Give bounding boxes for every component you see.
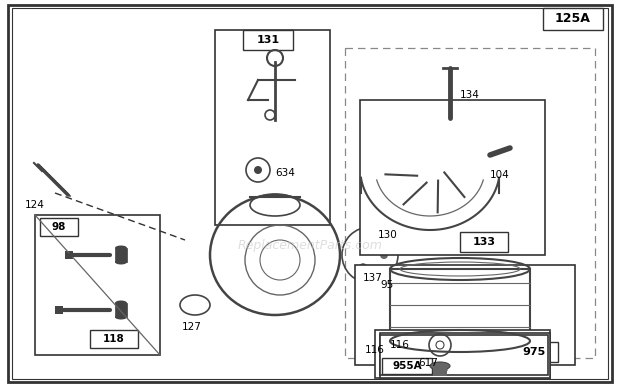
Text: 125A: 125A	[555, 12, 591, 26]
Text: 118: 118	[103, 334, 125, 344]
Bar	[55, 306, 63, 314]
Bar	[355, 265, 575, 365]
Bar	[360, 100, 545, 255]
Bar	[543, 8, 603, 30]
Text: 130: 130	[378, 230, 398, 240]
Text: ReplacementParts.com: ReplacementParts.com	[237, 238, 383, 252]
Circle shape	[254, 166, 262, 174]
Circle shape	[359, 263, 367, 271]
Text: 98: 98	[52, 222, 66, 232]
Bar	[380, 335, 548, 375]
Text: 124: 124	[25, 200, 45, 210]
Ellipse shape	[115, 315, 127, 320]
Text: 617: 617	[418, 358, 438, 368]
Bar	[375, 330, 550, 378]
Text: 127: 127	[182, 322, 202, 332]
Bar	[460, 232, 508, 252]
Bar	[215, 30, 330, 225]
Bar	[65, 251, 73, 259]
Bar	[510, 342, 558, 362]
Bar	[90, 330, 138, 348]
Circle shape	[380, 251, 388, 259]
Bar	[115, 303, 127, 317]
Bar	[433, 366, 447, 376]
Text: 116: 116	[390, 340, 410, 350]
Bar	[35, 215, 160, 355]
Bar	[382, 358, 432, 374]
Ellipse shape	[115, 300, 127, 305]
Circle shape	[367, 273, 377, 283]
Text: 131: 131	[257, 35, 280, 45]
Text: 116: 116	[365, 345, 385, 355]
Bar	[345, 48, 595, 358]
Ellipse shape	[433, 367, 447, 373]
Text: 134: 134	[460, 90, 480, 100]
Ellipse shape	[445, 116, 455, 123]
Bar	[243, 30, 293, 50]
Bar	[40, 218, 78, 236]
Text: 95: 95	[380, 280, 393, 290]
Text: 955A: 955A	[392, 361, 422, 371]
Ellipse shape	[430, 362, 450, 370]
Text: 634: 634	[275, 168, 295, 178]
Circle shape	[359, 239, 367, 247]
Bar	[380, 333, 550, 378]
Text: 975: 975	[523, 347, 546, 357]
Ellipse shape	[115, 245, 127, 250]
Bar	[390, 269, 530, 341]
Bar	[115, 248, 127, 262]
Text: 137: 137	[363, 273, 383, 283]
Ellipse shape	[115, 260, 127, 264]
Text: 133: 133	[472, 237, 495, 247]
Text: 104: 104	[490, 170, 510, 180]
